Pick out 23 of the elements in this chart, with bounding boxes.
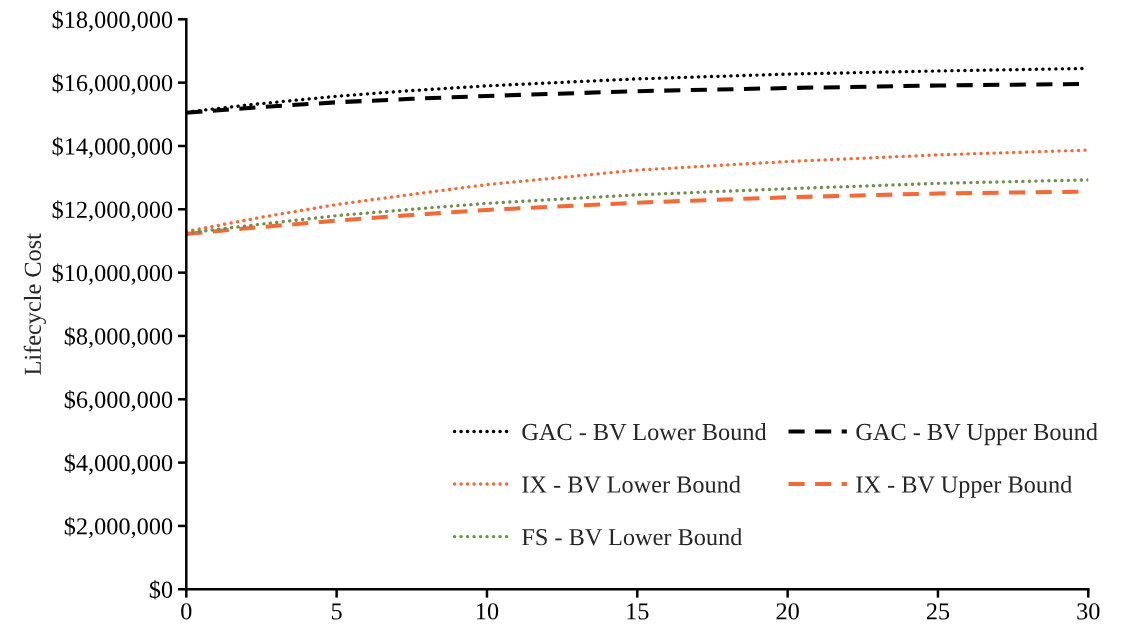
legend-label: IX - BV Upper Bound: [856, 475, 1073, 498]
y-axis-title: Lifecycle Cost: [23, 233, 47, 375]
y-tick-label: $12,000,000: [52, 200, 173, 222]
y-tick-label: $16,000,000: [52, 73, 173, 95]
legend-label: GAC - BV Lower Bound: [522, 423, 767, 441]
legend-label: IX - BV Lower Bound: [522, 475, 741, 493]
x-tick-label: 25: [926, 603, 950, 620]
y-tick-label: $8,000,000: [64, 326, 173, 349]
y-tick-label: $6,000,000: [64, 390, 173, 412]
y-tick-label: $4,000,000: [64, 453, 173, 475]
y-tick-label: $14,000,000: [52, 136, 173, 159]
x-tick-label: 15: [627, 603, 649, 620]
y-tick-label: $2,000,000: [64, 516, 173, 539]
x-tick-label: 0: [181, 603, 192, 620]
y-tick-label: $0: [149, 580, 173, 600]
x-tick-label: 10: [476, 603, 499, 620]
x-tick-label: 5: [331, 603, 342, 620]
legend-label: FS - BV Lower Bound: [522, 528, 743, 546]
x-tick-label: 30: [1077, 603, 1100, 620]
x-tick-label: 20: [776, 603, 799, 620]
legend-label: GAC - BV Upper Bound: [856, 423, 1098, 446]
y-tick-label: $10,000,000: [52, 263, 173, 285]
y-tick-label: $18,000,000: [52, 10, 173, 32]
